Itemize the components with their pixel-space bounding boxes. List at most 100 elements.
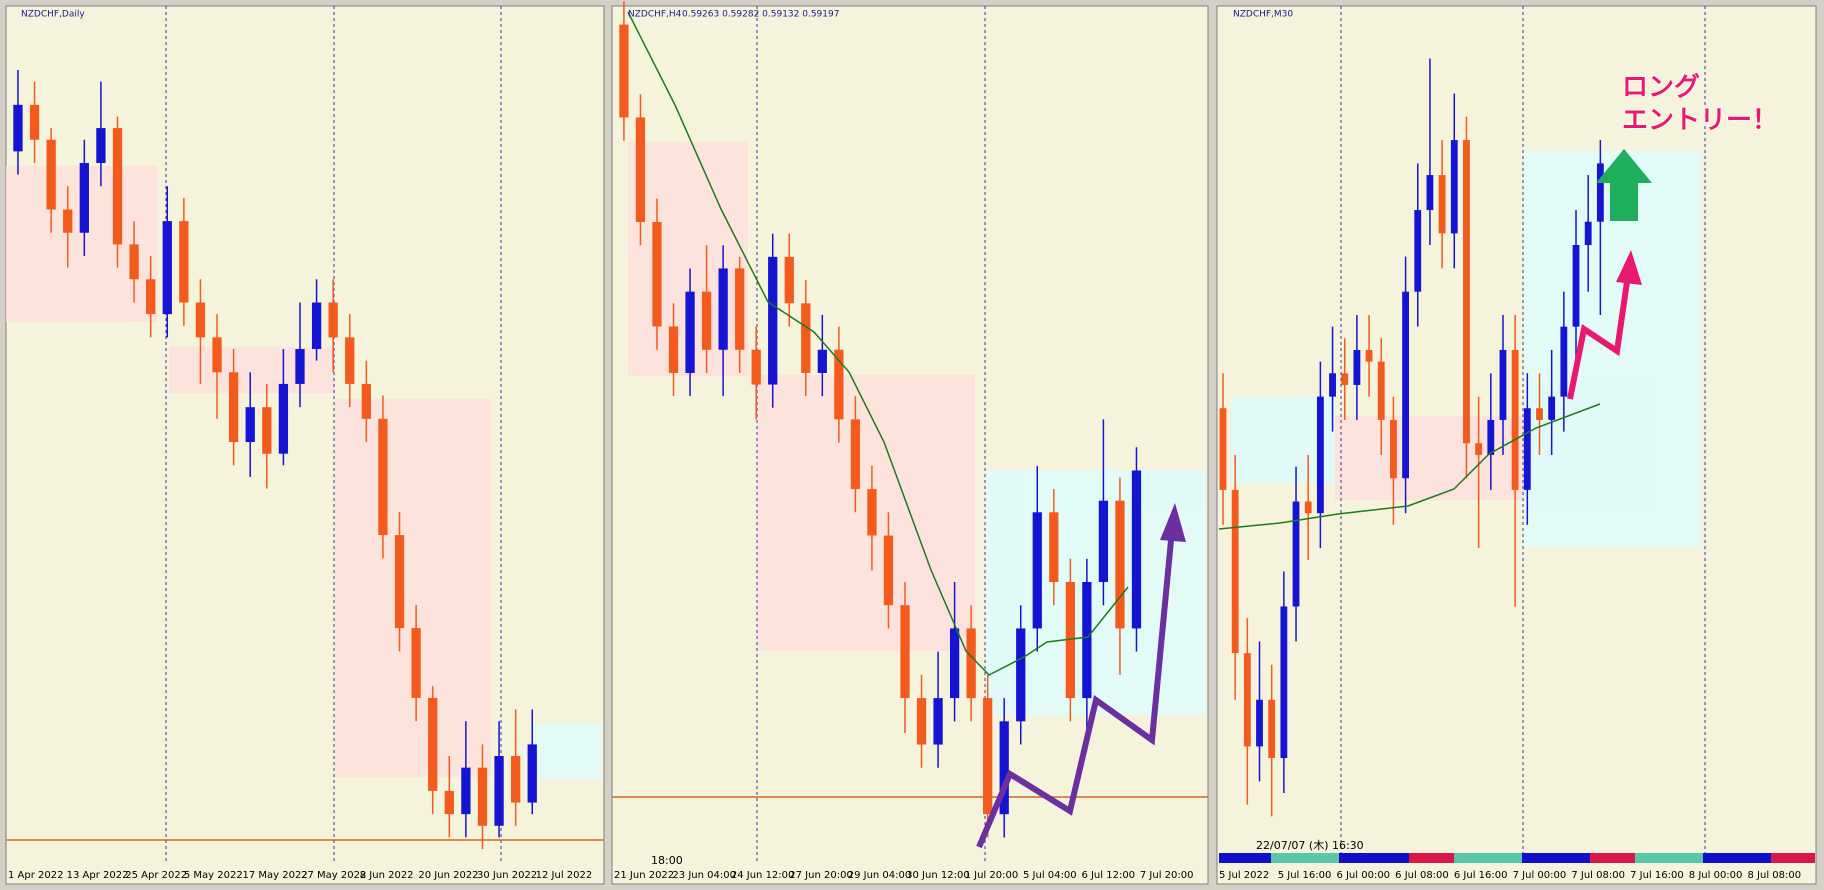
candle-body [1256,699,1263,747]
candle-body [79,162,89,233]
x-tick-label: 25 Apr 2022 [125,870,187,881]
candle-body [378,418,388,536]
panel-title: NZDCHF,M30 [1233,10,1293,20]
panel [5,5,605,885]
x-tick-label: 7 Jul 00:00 [1513,870,1567,881]
candle-body [619,24,629,118]
candle-body [1341,373,1349,385]
panel-subtitle: 0.59263 0.59282 0.59132 0.59197 [682,10,839,20]
candle-body [1065,581,1075,699]
candle-body [129,244,139,280]
x-tick-label: 12 Jul 2022 [536,870,593,881]
candle-body [262,407,272,454]
candle-body [1353,349,1361,385]
candle-body [146,279,156,315]
zone [1335,416,1524,500]
candle-body [1377,361,1385,420]
candle-body [228,372,239,443]
zone [532,724,601,779]
candle-body [685,291,695,373]
candle-body [1329,373,1336,397]
status-seg [1635,853,1703,863]
candle-body [1115,500,1125,629]
candle-body [999,721,1009,815]
candle-body [63,209,73,233]
x-tick-label: 6 Jul 08:00 [1395,870,1449,881]
x-tick-label: 30 Jun 12:00 [906,870,970,881]
candle-body [916,698,927,745]
status-seg [1771,853,1815,863]
x-tick-label: 23 Jun 04:00 [672,870,736,881]
candle-body [328,302,338,338]
status-seg [1409,853,1454,863]
x-tick-label: 27 Jun 20:00 [789,870,853,881]
candle-body [735,268,745,350]
candle-body [883,535,894,606]
candle-body [1016,628,1026,722]
x-tick-label: 27 May 2022 [301,870,366,881]
candle-body [652,221,662,327]
moving-average [1218,403,1601,530]
candle-body [668,326,679,373]
time-label: 18:00 [651,854,683,867]
x-tick-label: 24 Jun 12:00 [731,870,795,881]
candle-body [394,535,405,629]
candle-body [13,104,23,152]
candle-body [1584,221,1592,246]
candle-body [784,256,794,304]
candle-body [635,117,646,222]
candle-body [1572,245,1580,327]
x-tick-label: 21 Jun 2022 [614,870,674,881]
candle-body [1511,349,1519,490]
x-tick-label: 20 Jun 2022 [418,870,478,881]
x-tick-label: 6 Jul 12:00 [1081,870,1135,881]
candle-body [461,767,471,815]
candle-body [1082,581,1092,699]
status-seg [1271,853,1339,863]
x-tick-label: 7 Jul 08:00 [1571,870,1625,881]
candle-body [817,349,827,373]
candle-body [477,767,488,826]
zone [335,399,491,777]
x-tick-label: 8 Jul 08:00 [1748,870,1802,881]
candle-body [1523,408,1531,490]
time-label: 22/07/07 (木) 16:30 [1256,839,1364,852]
candle-body [195,302,206,338]
candle-body [751,349,761,385]
candle-body [245,407,255,443]
arrow-head [1616,250,1642,285]
x-tick-label: 6 Jul 00:00 [1336,870,1390,881]
candle-body [278,383,289,454]
candle-body [949,628,960,699]
candle-body [411,628,421,698]
candle-body [1402,291,1409,479]
candle-body [1560,326,1568,397]
candle-body [1131,470,1142,629]
candle-body [1438,175,1446,234]
candle-body [1365,349,1373,362]
candle-body [1231,489,1239,654]
candle-body [1049,512,1059,582]
candle-body [834,349,844,420]
x-tick-label: 5 Jul 04:00 [1023,870,1077,881]
candle-body [96,128,106,163]
candle-body [1219,408,1227,490]
annotation-line: ロング [1622,73,1700,103]
status-seg [1219,853,1271,863]
candles [13,1,1604,850]
x-tick-label: 13 Apr 2022 [67,870,129,881]
candle-body [345,337,355,384]
candle-body [1499,349,1507,420]
zone [757,375,975,651]
status-seg [1339,853,1409,863]
candle-body [212,337,222,373]
candle-body [444,790,454,815]
x-tick-label: 8 Jul 00:00 [1689,870,1743,881]
candle-body [1414,210,1422,292]
arrow [976,529,1175,849]
annotation-line: エントリー！ [1622,106,1778,136]
candle-body [1536,408,1543,420]
x-tick-label: 1 Apr 2022 [8,870,63,881]
